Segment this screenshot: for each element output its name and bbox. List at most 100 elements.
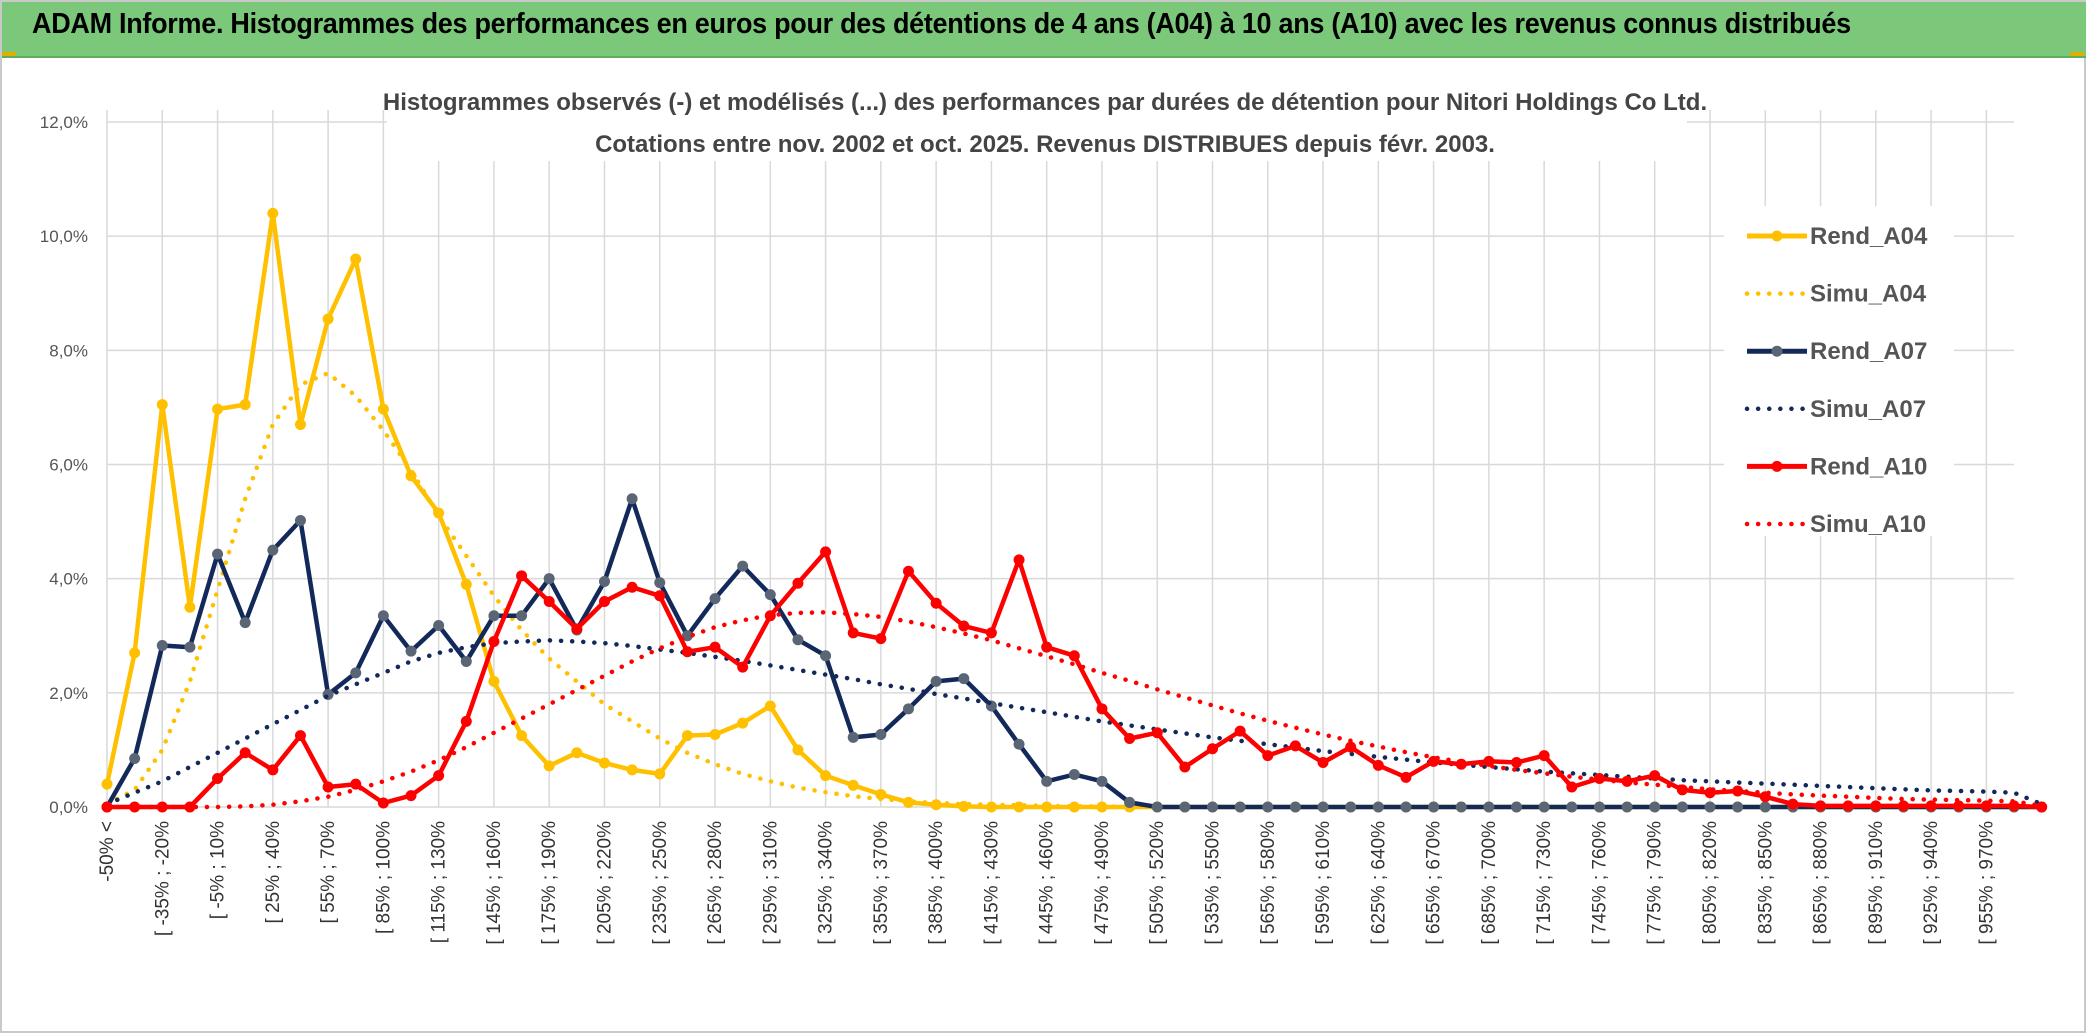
rend-a04-point [239, 399, 251, 411]
rend-a04-point [626, 764, 638, 776]
rend-a10-point [709, 641, 721, 653]
rend-a07-point [267, 544, 279, 556]
x-tick-label: [ -5% ; 10% [208, 821, 229, 919]
rend-a10-point [764, 610, 776, 622]
x-tick-label: [ 715% ; 730% [1534, 821, 1555, 945]
rend-a07-point [1732, 801, 1744, 813]
rend-a04-point [654, 768, 666, 780]
x-tick-label: [ 295% ; 310% [760, 821, 781, 945]
rend-a07-point [350, 667, 362, 679]
rend-a10-point [1207, 743, 1219, 755]
y-tick-label: 12,0% [40, 113, 88, 132]
y-axis: 0,0% 2,0% 4,0% 6,0% 8,0% 10,0% 12,0% [40, 113, 88, 817]
histogram-chart: Histogrammes observés (-) et modélisés (… [40, 61, 2048, 945]
rend-a07-point [709, 593, 721, 605]
y-tick-label: 6,0% [49, 456, 88, 475]
rend-a07-point [847, 731, 859, 743]
x-tick-label: [ 505% ; 520% [1147, 821, 1168, 945]
rend-a04-legend-marker [1771, 230, 1783, 242]
y-tick-label: 0,0% [49, 798, 88, 817]
rend-a10-point [350, 778, 362, 790]
rend-a07-point [626, 493, 638, 505]
rend-a07-point [156, 639, 168, 651]
rend-a10-point [847, 627, 859, 639]
rend-a10-point [1400, 771, 1412, 783]
rend-a07-point [1124, 796, 1136, 808]
rend-a04-point [350, 253, 362, 265]
rend-a07-point [1483, 801, 1495, 813]
rend-a07-point [764, 589, 776, 601]
rend-a07-point [875, 729, 887, 741]
x-tick-label: [ 685% ; 700% [1479, 821, 1500, 945]
x-tick-label: [ 205% ; 220% [594, 821, 615, 945]
x-tick-label: [ 355% ; 370% [871, 821, 892, 945]
x-tick-label: [ 55% ; 70% [318, 821, 339, 924]
rend-a10-point [377, 797, 389, 809]
x-tick-label: [ 25% ; 40% [263, 821, 284, 924]
rend-a10-point [1372, 759, 1384, 771]
x-tick-label: [ 655% ; 670% [1424, 821, 1445, 945]
rend-a07-point [1511, 801, 1523, 813]
rend-a10-point [1953, 800, 1965, 812]
x-tick-label: [ 235% ; 250% [650, 821, 671, 945]
x-tick-label: [ 265% ; 280% [705, 821, 726, 945]
legend: Rend_A04 Simu_A04 Rend_A07 Simu_A07 Rend_A10… [1724, 206, 1954, 538]
rend-a10-point [1870, 800, 1882, 812]
rend-a07-point [239, 617, 251, 629]
rend-a07-point [1428, 801, 1440, 813]
rend-a10-point [1732, 785, 1744, 797]
rend-a10-point [433, 770, 445, 782]
rend-a10-point [1317, 756, 1329, 768]
rend-a07-point [405, 645, 417, 657]
x-tick-label: [ 115% ; 130% [429, 821, 450, 943]
y-tick-label: 2,0% [49, 684, 88, 703]
x-tick-label: [ 85% ; 100% [373, 821, 394, 934]
rend-a04-point [709, 729, 721, 741]
rend-a10-point [294, 730, 306, 742]
rend-a10-point [1179, 761, 1191, 773]
rend-a07-point [737, 560, 749, 572]
rend-a10-point [737, 661, 749, 673]
x-tick-label: [ 475% ; 490% [1092, 821, 1113, 945]
title-backdrop [387, 61, 1687, 161]
rend-a07-point [1455, 801, 1467, 813]
rend-a10-legend-label: Rend_A10 [1810, 453, 1927, 480]
rend-a10-point [958, 620, 970, 632]
rend-a07-point [654, 577, 666, 589]
rend-a04-point [184, 601, 196, 613]
rend-a07-point [1676, 801, 1688, 813]
rend-a04-point [488, 675, 500, 687]
rend-a10-point [1649, 770, 1661, 782]
rend-a10-point [543, 596, 555, 607]
x-tick-label: -50% < [97, 821, 118, 882]
rend-a10-point [902, 565, 914, 577]
x-tick-label: [ 775% ; 790% [1645, 821, 1666, 945]
rend-a10-point [571, 623, 583, 635]
rend-a07-point [902, 703, 914, 715]
legend-box [1724, 206, 1954, 536]
rend-a07-point [516, 610, 528, 622]
corner-accent-right [2070, 52, 2084, 56]
rend-a07-point [820, 650, 832, 662]
rend-a07-point [1207, 801, 1219, 813]
rend-a10-point [516, 570, 528, 582]
rend-a10-point [1262, 750, 1274, 762]
rend-a10-point [985, 627, 997, 639]
x-tick-label: [ 325% ; 340% [816, 821, 837, 945]
rend-a07-point [1566, 801, 1578, 813]
x-tick-label: [ 865% ; 880% [1811, 821, 1832, 945]
rend-a04-point [460, 578, 472, 590]
rend-a07-point [1013, 738, 1025, 750]
rend-a10-point [1124, 733, 1136, 744]
rend-a10-point [239, 747, 251, 759]
x-tick-label: [ 745% ; 760% [1589, 821, 1610, 945]
x-tick-label: [ 415% ; 430% [981, 821, 1002, 945]
rend-a10-point [1897, 800, 1909, 812]
rend-a10-point [1068, 650, 1080, 662]
x-tick-label: [ -35% ; -20% [152, 821, 173, 936]
rend-a10-point [626, 581, 638, 593]
rend-a10-point [1787, 798, 1799, 810]
rend-a07-point [212, 548, 224, 560]
rend-a04-point [737, 717, 749, 729]
x-tick-label: [ 805% ; 820% [1700, 821, 1721, 945]
